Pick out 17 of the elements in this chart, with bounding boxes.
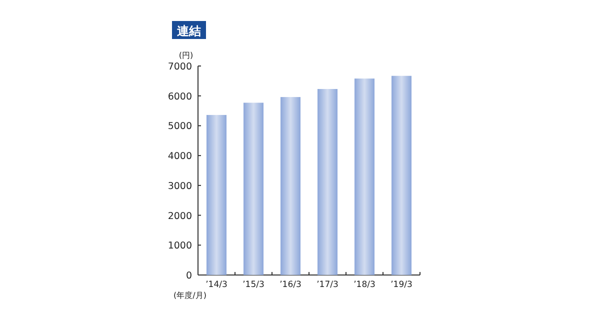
y-tick-label: 1000 xyxy=(168,240,192,252)
x-tick-label: ’15/3 xyxy=(242,280,264,290)
chart-title: 連結 xyxy=(176,24,201,38)
x-tick-label: ’17/3 xyxy=(316,280,338,290)
y-tick-label: 6000 xyxy=(168,91,192,102)
y-tick-label: 3000 xyxy=(168,180,192,192)
y-tick-label: 0 xyxy=(186,270,192,282)
y-tick-label: 4000 xyxy=(168,151,192,162)
y-tick-label: 2000 xyxy=(168,210,192,222)
x-tick-label: ’19/3 xyxy=(390,280,412,290)
x-tick-label: ’14/3 xyxy=(206,280,228,290)
y-tick-label: 5000 xyxy=(168,121,192,132)
x-axis-title: (年度/月) xyxy=(174,291,206,300)
x-tick-label: ’18/3 xyxy=(354,280,376,290)
x-tick-label: ’16/3 xyxy=(280,280,302,290)
y-tick-label: 7000 xyxy=(168,62,192,72)
y-axis-title: (円) xyxy=(178,51,194,60)
